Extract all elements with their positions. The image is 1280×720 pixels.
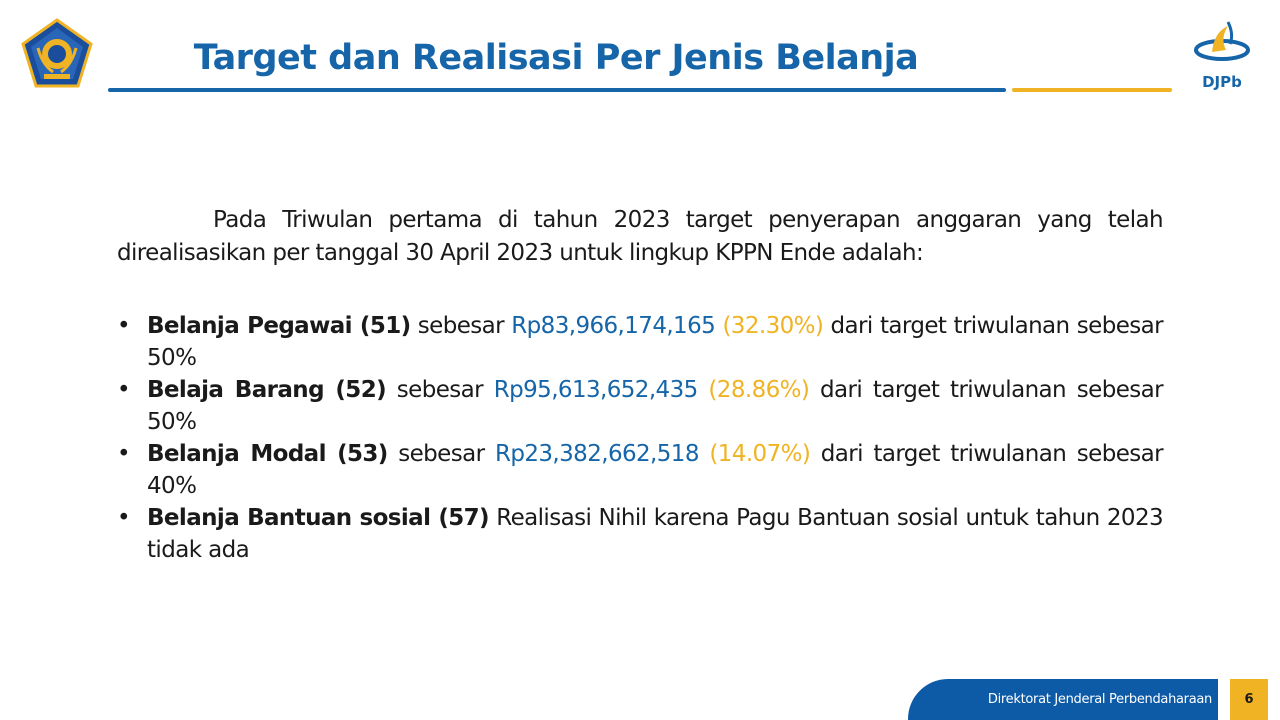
page-title: Target dan Realisasi Per Jenis Belanja — [193, 38, 919, 78]
item-amount: Rp23,382,662,518 — [494, 441, 699, 467]
main-content: Pada Triwulan pertama di tahun 2023 targ… — [117, 204, 1164, 566]
item-percent: (28.86%) — [708, 377, 810, 403]
item-text: dari target triwulanan sebesar 50% — [147, 313, 1164, 371]
footer-org-name: Direktorat Jenderal Perbendaharaan — [987, 692, 1212, 707]
djpb-logo-icon — [1190, 20, 1254, 72]
bullet-icon: • — [117, 505, 131, 531]
item-amount: Rp95,613,652,435 — [493, 377, 698, 403]
item-text: dari target triwulanan sebesar 50% — [147, 377, 1164, 435]
list-item: • Belaja Barang (52) sebesar Rp95,613,652… — [117, 374, 1164, 438]
item-text: sebesar — [386, 377, 494, 403]
list-item: • Belanja Bantuan sosial (57) Realisasi N… — [117, 502, 1164, 566]
footer-bar — [908, 679, 1218, 720]
item-label: Belanja Pegawai (51) — [147, 313, 411, 339]
list-item: • Belanja Pegawai (51) sebesar Rp83,966,1… — [117, 310, 1164, 374]
belanja-list: • Belanja Pegawai (51) sebesar Rp83,966,1… — [117, 310, 1164, 566]
title-underline-gold — [1012, 88, 1172, 92]
djpb-logo-text: DJPb — [1202, 73, 1242, 91]
item-text: Realisasi Nihil karena Pagu Bantuan sosi… — [147, 505, 1164, 563]
item-percent: (32.30%) — [722, 313, 824, 339]
item-amount: Rp83,966,174,165 — [511, 313, 716, 339]
kemenkeu-emblem-icon — [20, 18, 94, 90]
item-text: sebesar — [410, 313, 512, 339]
bullet-icon: • — [117, 441, 131, 467]
title-underline-blue — [108, 88, 1006, 92]
item-label: Belaja Barang (52) — [147, 377, 387, 403]
bullet-icon: • — [117, 377, 131, 403]
bullet-icon: • — [117, 313, 131, 339]
page-number: 6 — [1230, 679, 1268, 720]
intro-paragraph: Pada Triwulan pertama di tahun 2023 targ… — [117, 207, 1164, 266]
item-label: Belanja Modal (53) — [147, 441, 388, 467]
list-item: • Belanja Modal (53) sebesar Rp23,382,662… — [117, 438, 1164, 502]
item-text: sebesar — [387, 441, 495, 467]
item-label: Belanja Bantuan sosial (57) — [147, 505, 490, 531]
item-percent: (14.07%) — [709, 441, 811, 467]
item-text: dari target triwulanan sebesar 40% — [147, 441, 1164, 499]
